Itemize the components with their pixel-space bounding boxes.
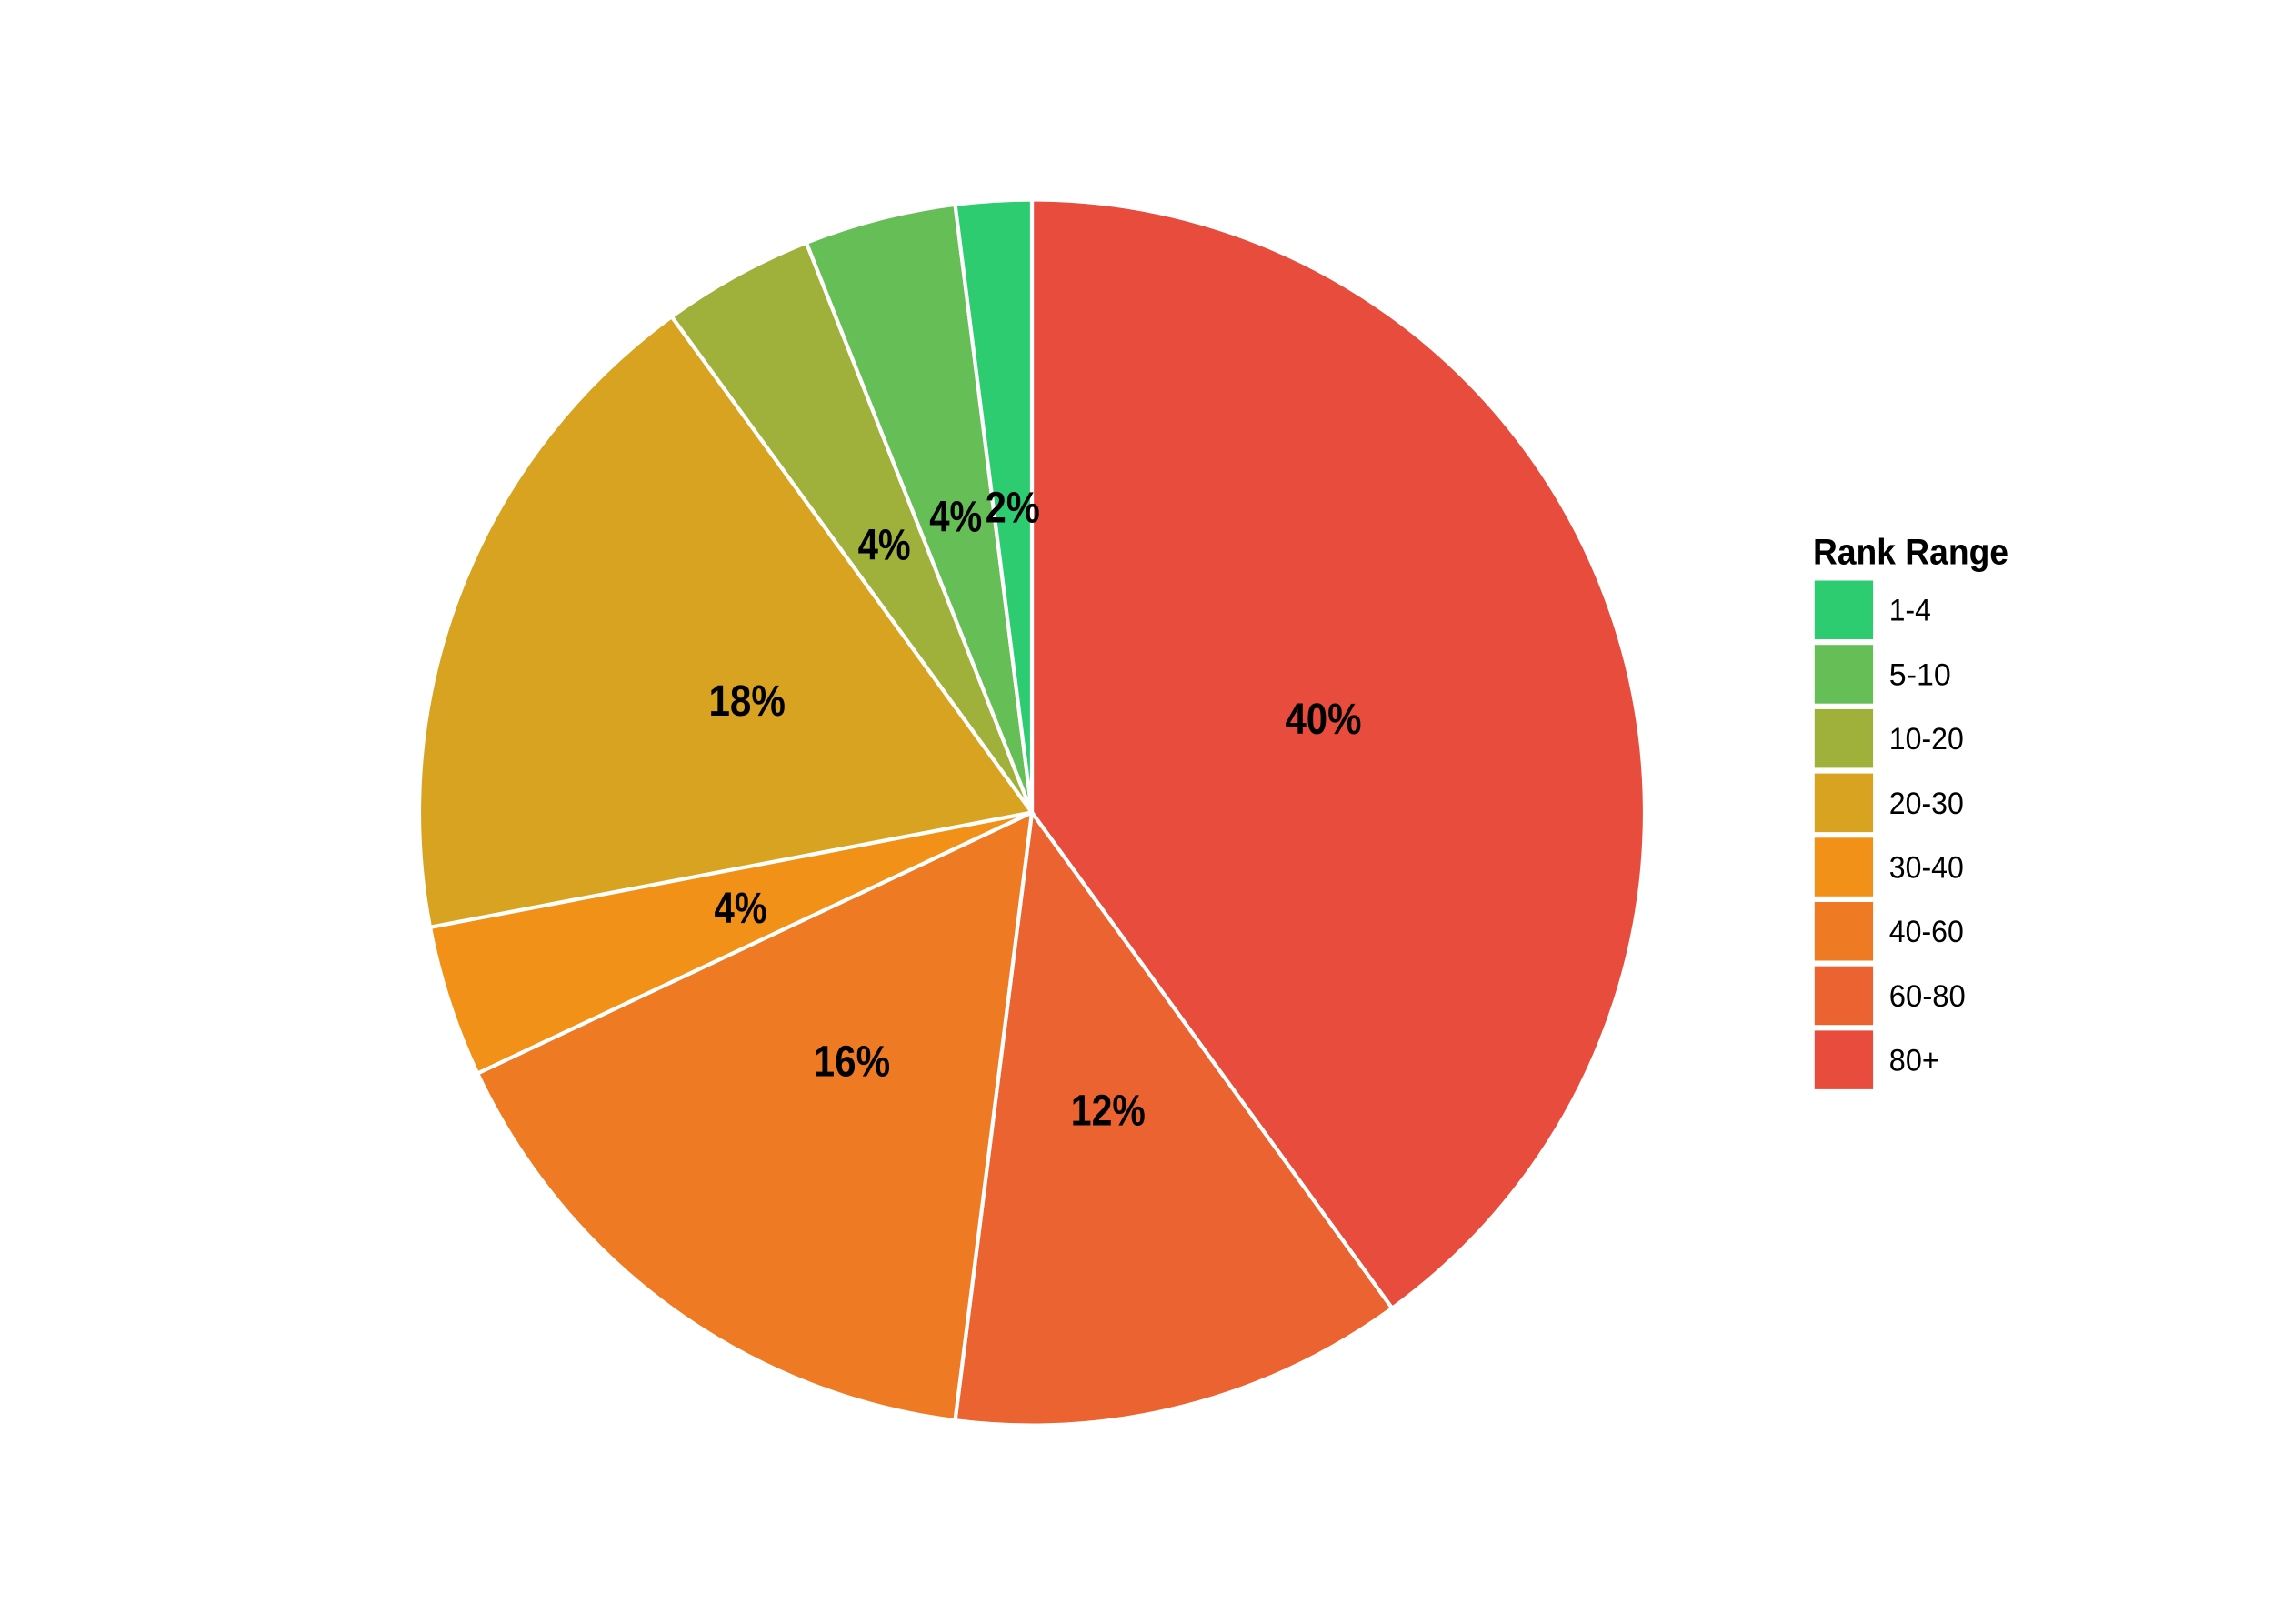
svg-text:12%: 12% bbox=[1071, 1087, 1146, 1135]
svg-text:Rank Range: Rank Range bbox=[1813, 533, 2008, 573]
svg-text:16%: 16% bbox=[814, 1038, 891, 1087]
svg-text:40%: 40% bbox=[1285, 696, 1361, 744]
svg-text:30-40: 30-40 bbox=[1889, 851, 1964, 886]
svg-text:20-30: 20-30 bbox=[1889, 787, 1964, 821]
svg-text:18%: 18% bbox=[708, 677, 786, 726]
svg-text:1-4: 1-4 bbox=[1889, 594, 1931, 628]
svg-text:4%: 4% bbox=[858, 522, 911, 570]
svg-text:5-10: 5-10 bbox=[1889, 657, 1951, 692]
svg-text:40-60: 40-60 bbox=[1889, 915, 1964, 949]
svg-text:2%: 2% bbox=[986, 485, 1040, 533]
svg-text:4%: 4% bbox=[929, 494, 982, 542]
svg-text:4%: 4% bbox=[715, 885, 767, 933]
svg-text:80+: 80+ bbox=[1889, 1044, 1939, 1078]
svg-text:60-80: 60-80 bbox=[1889, 979, 1966, 1014]
svg-text:10-20: 10-20 bbox=[1889, 722, 1964, 757]
